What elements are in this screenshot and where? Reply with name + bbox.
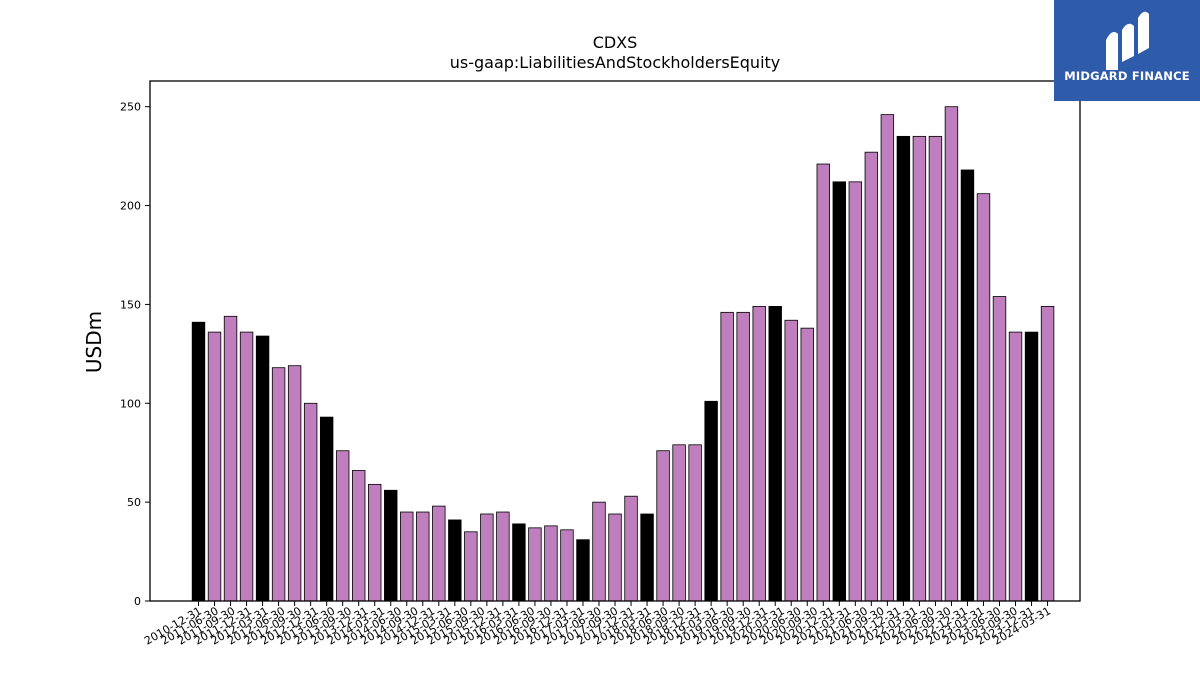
bar — [544, 525, 558, 602]
bar — [432, 505, 446, 602]
chart-title: CDXS — [593, 33, 638, 52]
bar — [896, 135, 911, 602]
bar — [560, 529, 574, 602]
bar — [848, 181, 863, 602]
y-tick-label: 200 — [120, 200, 141, 213]
bar — [704, 400, 718, 602]
bar — [480, 513, 494, 602]
y-axis-label: USDm — [82, 311, 106, 373]
bar — [512, 523, 526, 602]
bar — [271, 367, 286, 602]
bar — [368, 483, 382, 602]
logo-text: MIDGARD FINANCE — [1064, 69, 1190, 83]
bar — [448, 519, 462, 602]
bar — [592, 501, 606, 602]
bar — [928, 135, 943, 602]
bar — [239, 331, 254, 602]
chart-subtitle: us-gaap:LiabilitiesAndStockholdersEquity — [450, 53, 781, 72]
bar — [1008, 331, 1023, 602]
y-tick-label: 50 — [127, 496, 141, 509]
bar — [944, 106, 959, 602]
bar — [335, 450, 350, 602]
plot-frame — [149, 80, 1081, 602]
bar — [384, 489, 398, 602]
bar — [319, 416, 334, 602]
bar — [752, 305, 766, 602]
bar — [784, 319, 798, 602]
bar — [912, 135, 927, 602]
bar — [576, 539, 590, 602]
y-tick-label: 0 — [134, 595, 141, 608]
bar — [960, 169, 975, 602]
bar — [496, 511, 510, 602]
bar — [464, 531, 478, 602]
bar — [608, 513, 622, 602]
bar — [992, 296, 1007, 602]
logo-mark-icon — [1106, 11, 1149, 70]
bar — [624, 495, 638, 602]
bar — [816, 163, 830, 602]
bar — [640, 513, 654, 602]
y-axis-ticks: 0 50 100 150 200 250 — [120, 101, 150, 608]
bar — [351, 470, 366, 602]
bar — [1024, 331, 1039, 602]
bar — [528, 527, 542, 602]
bar — [832, 181, 847, 602]
y-tick-label: 100 — [120, 397, 141, 410]
bar — [191, 321, 206, 602]
bar — [720, 311, 734, 602]
bar — [672, 444, 686, 602]
bar — [880, 114, 895, 602]
bar — [736, 311, 750, 602]
x-axis-ticks: 2010-12-312011-06-302011-09-302011-12-31… — [142, 601, 1053, 648]
bar — [800, 327, 814, 602]
bar — [768, 305, 782, 602]
y-tick-label: 250 — [120, 101, 141, 114]
bar — [1040, 305, 1055, 602]
bar — [688, 444, 702, 602]
bar — [976, 193, 991, 602]
y-tick-label: 150 — [120, 298, 141, 311]
bar — [656, 450, 670, 602]
bar — [416, 511, 430, 602]
bar-series — [191, 106, 1055, 602]
bar — [303, 402, 318, 602]
midgard-finance-logo: MIDGARD FINANCE — [1054, 0, 1200, 101]
bar — [864, 151, 879, 602]
bar — [207, 331, 222, 602]
bar — [223, 315, 238, 602]
bar — [287, 365, 302, 602]
bar — [255, 335, 270, 602]
bar — [400, 511, 414, 602]
